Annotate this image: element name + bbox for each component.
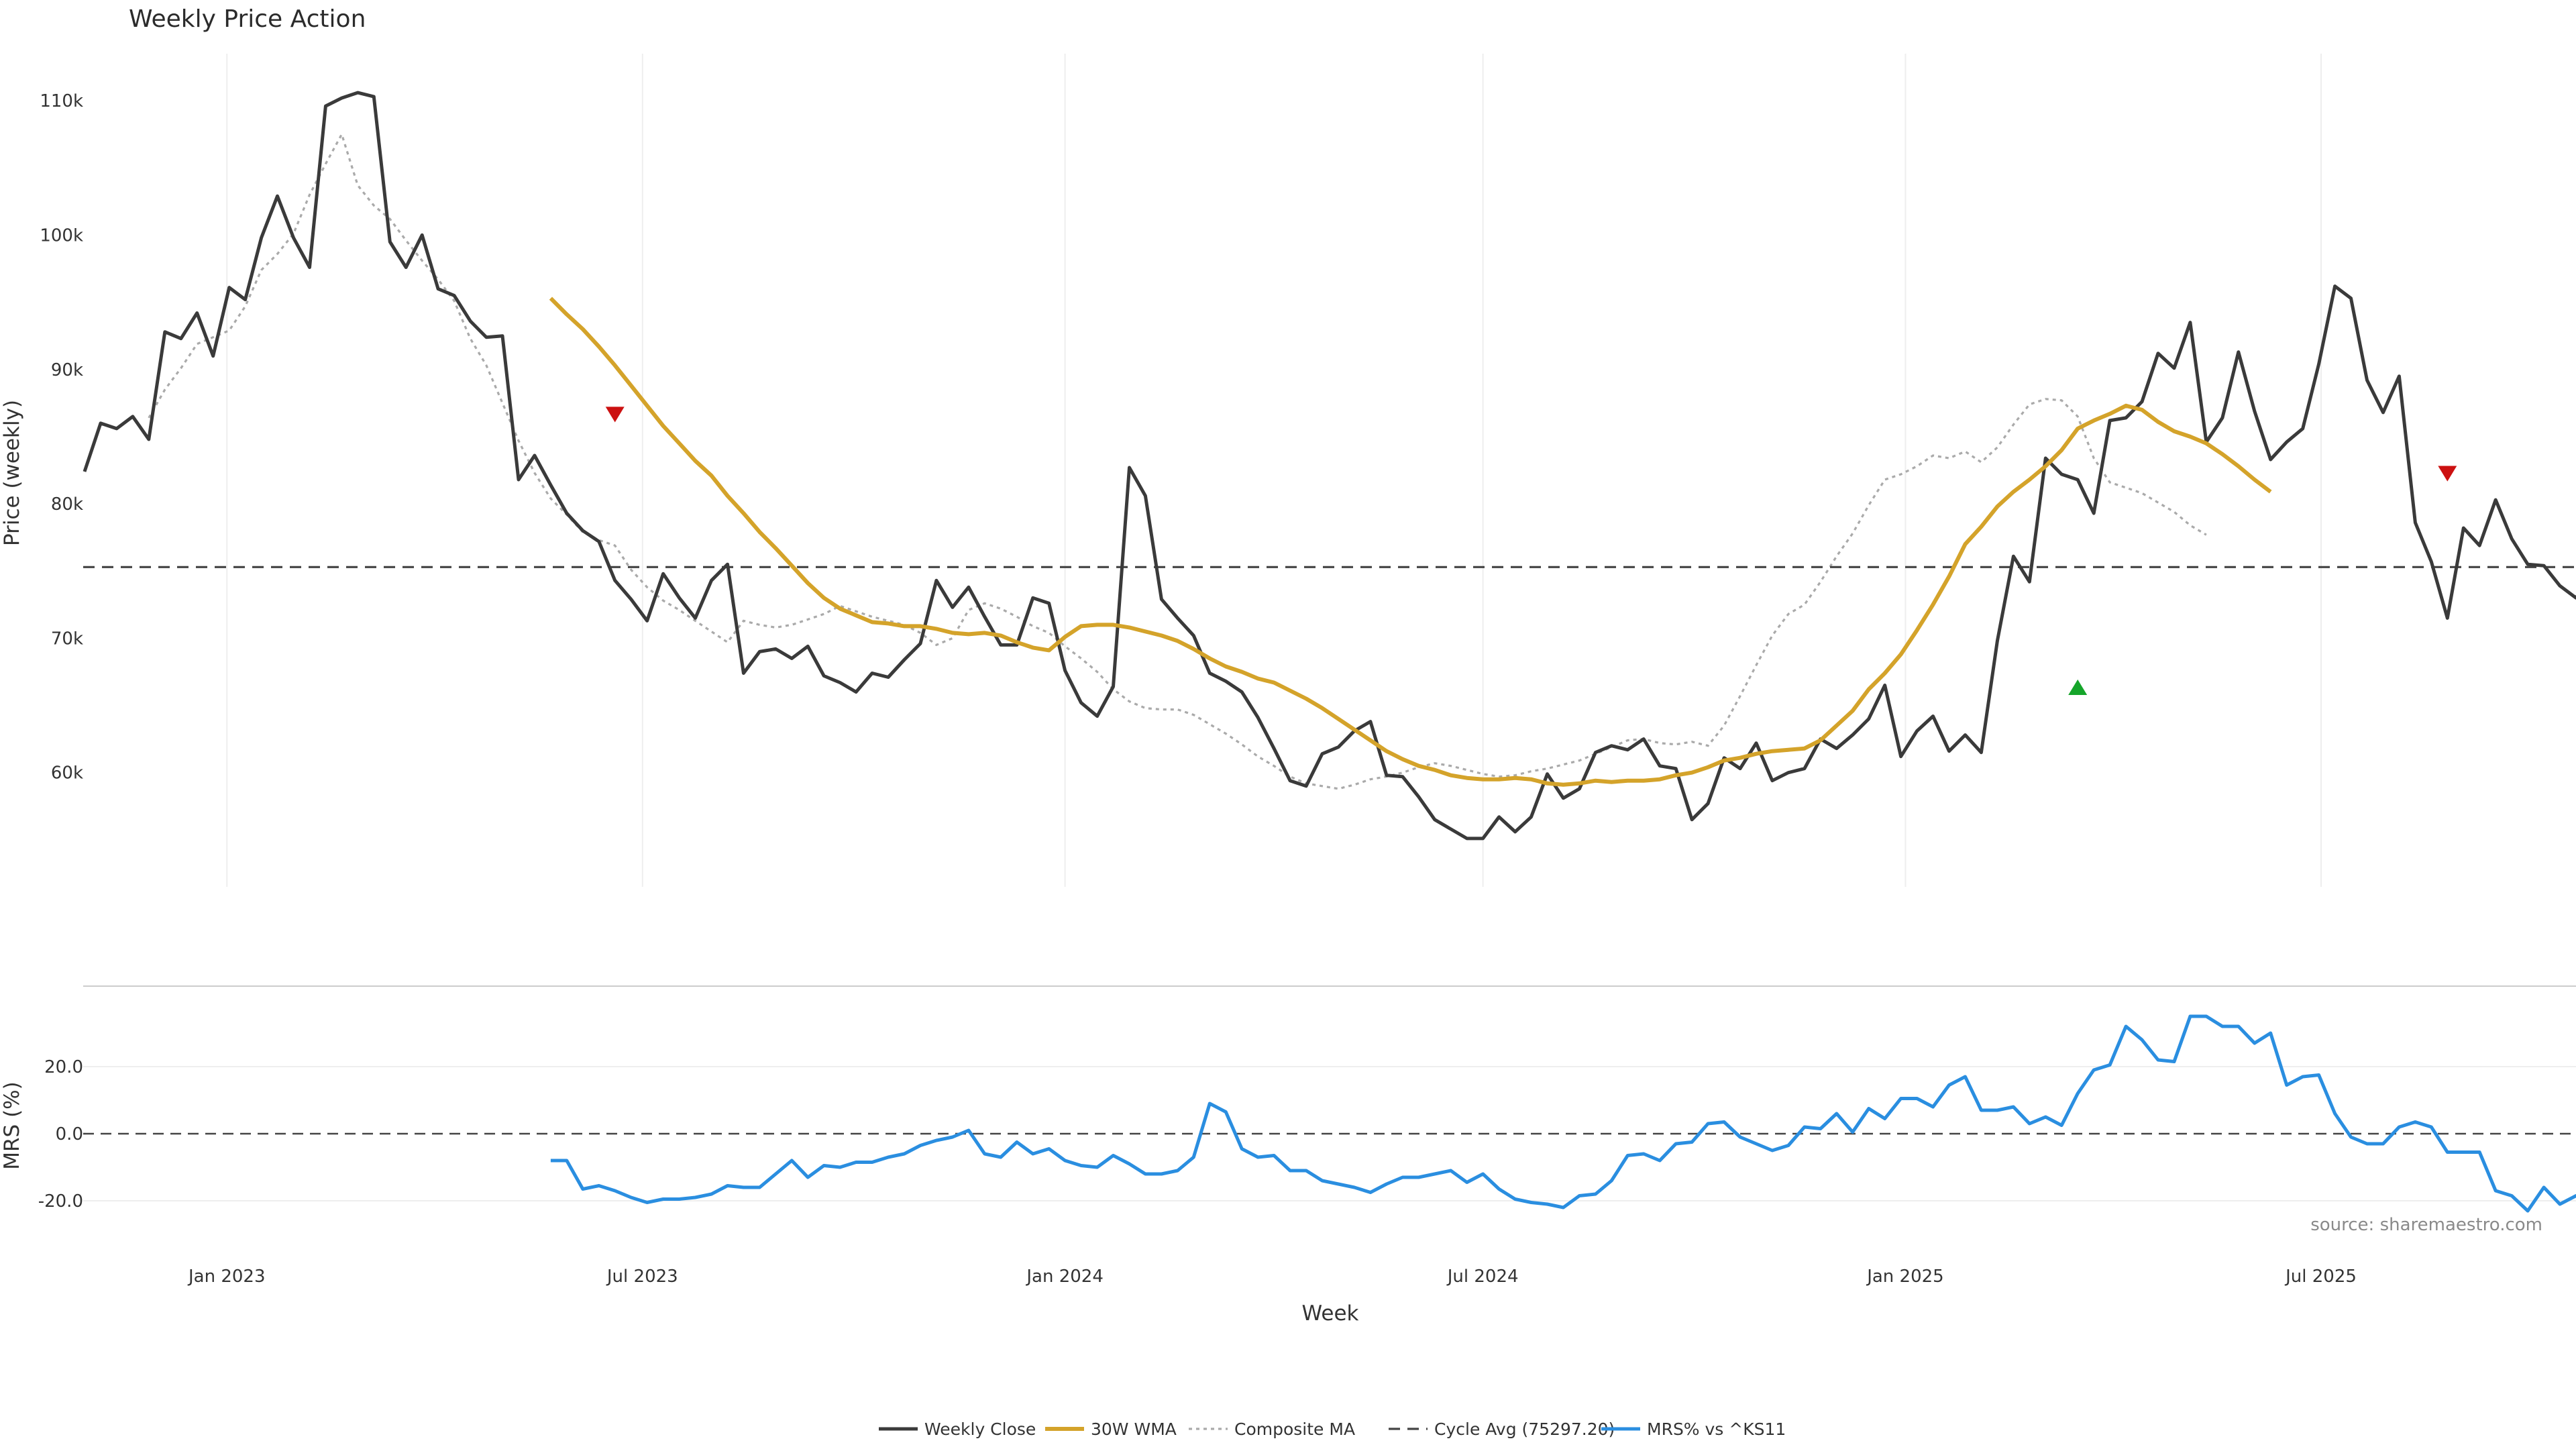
mrs-y-tick-label: 0.0	[56, 1124, 83, 1144]
price-series-lines	[83, 91, 2576, 841]
x-tick-label: Jul 2023	[606, 1267, 678, 1287]
legend-label: Composite MA	[1234, 1419, 1355, 1439]
mrs-series-lines	[550, 1014, 2576, 1213]
mrs-panel: 20.0 0.0 -20.0	[38, 1014, 2576, 1213]
series-weekly-close	[83, 91, 2576, 841]
price-y-tick-label: 110k	[40, 91, 83, 111]
x-tick-label: Jul 2024	[1446, 1267, 1519, 1287]
legend-item: MRS% vs ^KS11	[1601, 1419, 1786, 1439]
legend-label: Weekly Close	[924, 1419, 1036, 1439]
mrs-y-tick-label: -20.0	[38, 1191, 83, 1212]
legend-label: MRS% vs ^KS11	[1647, 1419, 1786, 1439]
series-mrs	[550, 1014, 2576, 1213]
price-y-tick-label: 80k	[51, 494, 83, 515]
price-y-tick-label: 70k	[51, 629, 83, 649]
price-y-axis-label: Price (weekly)	[0, 400, 24, 546]
source-credit: source: sharemaestro.com	[2310, 1215, 2542, 1235]
buy-signal-marker	[2068, 679, 2088, 696]
sell-signal-marker	[2438, 466, 2457, 482]
price-y-tick-label: 90k	[51, 360, 83, 380]
x-axis-label: Week	[1302, 1301, 1359, 1326]
x-tick-label: Jan 2023	[187, 1267, 266, 1287]
price-gridlines	[226, 54, 2322, 887]
legend-label: Cycle Avg (75297.20)	[1434, 1419, 1615, 1439]
chart-title: Weekly Price Action	[129, 5, 366, 33]
price-y-tick-label: 60k	[51, 763, 83, 784]
signal-markers	[605, 407, 2457, 696]
legend-item: Composite MA	[1189, 1419, 1355, 1439]
mrs-y-tick-labels: 20.0 0.0 -20.0	[38, 1057, 83, 1212]
x-tick-label: Jan 2025	[1866, 1267, 1944, 1287]
x-tick-label: Jan 2024	[1025, 1267, 1104, 1287]
price-y-tick-labels: 60k 70k 80k 90k 100k 110k	[40, 91, 83, 784]
mrs-gridlines	[83, 1066, 2576, 1201]
legend-item: 30W WMA	[1045, 1419, 1177, 1439]
legend-label: 30W WMA	[1091, 1419, 1177, 1439]
x-tick-labels: Jan 2023 Jul 2023 Jan 2024 Jul 2024 Jan 2025…	[187, 1267, 2357, 1287]
series-30w-wma	[549, 297, 2272, 787]
legend: Weekly Close 30W WMA Composite MA Cycle Avg…	[879, 1419, 1786, 1439]
x-tick-label: Jul 2025	[2284, 1267, 2357, 1287]
mrs-y-tick-label: 20.0	[44, 1057, 83, 1077]
legend-item: Cycle Avg (75297.20)	[1389, 1419, 1615, 1439]
mrs-y-axis-label: MRS (%)	[0, 1081, 24, 1169]
sell-signal-marker	[605, 407, 625, 423]
price-panel: 60k 70k 80k 90k 100k 110k	[40, 54, 2576, 887]
legend-item: Weekly Close	[879, 1419, 1036, 1439]
price-y-tick-label: 100k	[40, 225, 83, 246]
series-composite-ma	[148, 131, 2207, 790]
